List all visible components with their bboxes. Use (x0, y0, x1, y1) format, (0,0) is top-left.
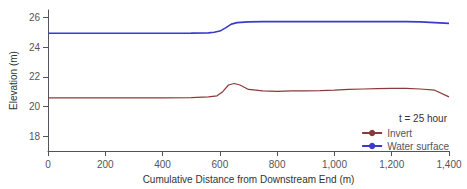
svg-text:20: 20 (29, 101, 41, 112)
svg-text:Water surface: Water surface (387, 141, 449, 152)
svg-text:1,200: 1,200 (379, 159, 404, 170)
svg-text:200: 200 (97, 159, 114, 170)
svg-text:600: 600 (212, 159, 229, 170)
svg-text:1,400: 1,400 (436, 159, 461, 170)
svg-text:800: 800 (269, 159, 286, 170)
svg-text:Invert: Invert (387, 128, 412, 139)
svg-text:26: 26 (29, 12, 41, 23)
svg-text:18: 18 (29, 131, 41, 142)
svg-text:Elevation (m): Elevation (m) (8, 51, 19, 110)
svg-text:Cumulative Distance from Downs: Cumulative Distance from Downstream End … (143, 174, 355, 185)
svg-text:0: 0 (45, 159, 51, 170)
svg-text:22: 22 (29, 71, 41, 82)
svg-text:1,000: 1,000 (322, 159, 347, 170)
svg-text:t = 25 hour: t = 25 hour (399, 113, 448, 124)
svg-text:400: 400 (154, 159, 171, 170)
svg-text:24: 24 (29, 42, 41, 53)
